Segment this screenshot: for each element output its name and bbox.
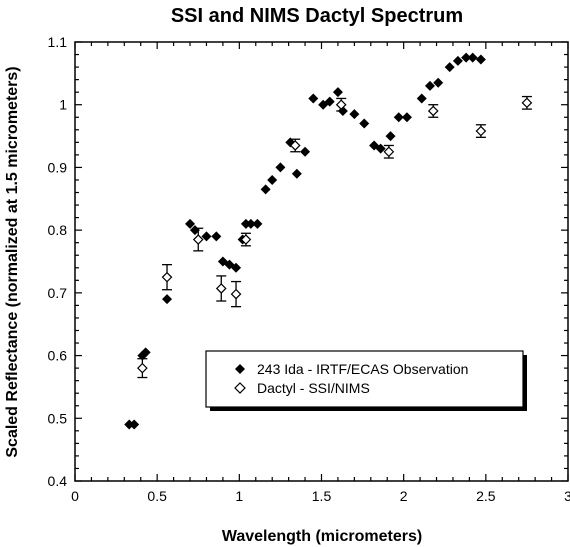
ida-data-point xyxy=(444,62,455,73)
y-tick-label: 0.9 xyxy=(48,159,68,175)
y-tick-label: 0.8 xyxy=(48,222,68,238)
dactyl-data-point xyxy=(475,125,487,137)
ida-data-point xyxy=(461,52,472,63)
y-axis-label: Scaled Reflectance (normalized at 1.5 mi… xyxy=(4,66,21,457)
x-tick-label: 2 xyxy=(400,488,408,504)
dactyl-data-point xyxy=(335,99,347,111)
dactyl-data-point xyxy=(289,140,301,151)
ida-data-point xyxy=(349,109,360,120)
ida-data-point xyxy=(324,96,335,107)
ida-data-point xyxy=(416,93,427,104)
ida-data-point xyxy=(275,162,286,173)
x-tick-label: 0.5 xyxy=(147,488,167,504)
ida-data-point xyxy=(300,146,311,157)
ida-data-point xyxy=(393,112,404,123)
y-tick-label: 0.7 xyxy=(48,285,68,301)
ida-data-point xyxy=(385,131,396,142)
legend: 243 Ida - IRTF/ECAS Observation Dactyl -… xyxy=(205,350,527,411)
legend-label-dactyl: Dactyl - SSI/NIMS xyxy=(257,380,370,396)
dactyl-data-point xyxy=(192,234,204,245)
x-tick-label: 1 xyxy=(235,488,243,504)
ida-data-point xyxy=(433,77,444,88)
ida-data-point xyxy=(245,218,256,229)
ida-data-point xyxy=(467,52,478,63)
ida-data-point xyxy=(475,54,486,65)
ida-data-point xyxy=(308,93,319,104)
dactyl-data-point xyxy=(383,146,395,158)
legend-label-ida: 243 Ida - IRTF/ECAS Observation xyxy=(257,361,468,377)
ida-data-point xyxy=(189,225,200,236)
ida-data-point xyxy=(185,218,196,229)
ida-data-point xyxy=(140,347,151,358)
ida-data-point xyxy=(452,55,463,66)
x-axis-label: Wavelength (micrometers) xyxy=(222,528,422,545)
ida-data-point xyxy=(359,118,370,129)
ida-data-point xyxy=(332,87,343,98)
x-tick-label: 1.5 xyxy=(312,488,332,504)
ida-data-point xyxy=(129,419,140,430)
dactyl-data-point xyxy=(215,283,227,294)
legend-box xyxy=(205,350,524,408)
ida-data-point xyxy=(424,80,435,91)
legend-marker-open-diamond xyxy=(234,382,246,394)
ida-data-point xyxy=(201,231,212,242)
ida-data-point xyxy=(260,184,271,195)
axis-tick-labels: 0 0.5 1 1.5 2 2.5 3 0.4 0.5 0.6 0.7 0.8 0.9 1 1.1 xyxy=(48,34,570,504)
y-tick-label: 0.4 xyxy=(48,473,68,489)
ida-data-point xyxy=(231,262,242,273)
ida-data-point xyxy=(375,143,386,154)
x-tick-label: 0 xyxy=(71,488,79,504)
dactyl-data-point xyxy=(240,234,252,245)
axis-ticks xyxy=(74,41,569,482)
dactyl-data-point xyxy=(521,97,533,109)
dactyl-data-point xyxy=(230,288,242,300)
x-tick-label: 2.5 xyxy=(476,488,496,504)
ida-data-point xyxy=(401,112,412,123)
ida-data-point xyxy=(291,168,302,179)
y-tick-label: 0.6 xyxy=(48,348,68,364)
legend-marker-filled-diamond xyxy=(235,364,245,374)
y-tick-label: 0.5 xyxy=(48,410,68,426)
x-tick-label: 3 xyxy=(564,488,570,504)
ida-data-point xyxy=(162,294,173,305)
y-tick-label: 1.1 xyxy=(48,34,68,50)
dactyl-data-point xyxy=(137,362,148,374)
ida-data-point xyxy=(252,218,263,229)
ida-data-point xyxy=(267,174,278,185)
dactyl-data-point xyxy=(161,271,173,283)
chart-title: SSI and NIMS Dactyl Spectrum xyxy=(171,5,463,27)
data-points xyxy=(124,52,533,430)
ida-data-point xyxy=(211,231,222,242)
dactyl-data-point xyxy=(427,105,439,117)
y-tick-label: 1 xyxy=(59,97,67,113)
